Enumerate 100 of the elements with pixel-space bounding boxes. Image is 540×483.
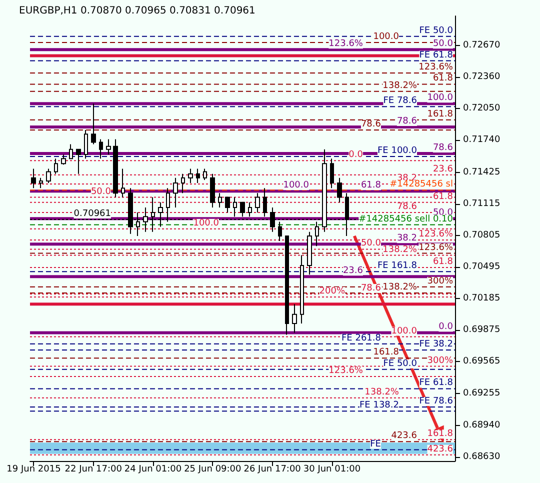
y-tick-label: 0.69875 bbox=[463, 325, 500, 336]
annotation: FE 261.8 bbox=[342, 333, 382, 344]
candlestick bbox=[196, 168, 200, 184]
annotation: 123.6% bbox=[418, 242, 454, 253]
annotation: 78.6 bbox=[360, 284, 382, 294]
annotation: 61.8 bbox=[432, 192, 454, 202]
annotation: FE 138.2 bbox=[360, 400, 399, 411]
annotation: 123.6% bbox=[418, 62, 454, 73]
x-tick-label: 24 Jun 01:00 bbox=[124, 464, 182, 474]
candlestick bbox=[61, 154, 66, 166]
candlestick bbox=[99, 138, 103, 160]
candlestick bbox=[39, 177, 43, 189]
x-tick-label: 19 Jun 2015 bbox=[6, 464, 61, 474]
candlestick bbox=[91, 103, 96, 145]
annotation: 100.0 bbox=[193, 218, 220, 228]
candlestick bbox=[210, 173, 215, 208]
y-tick-label: 0.69565 bbox=[463, 356, 500, 367]
y-tick-label: 0.72670 bbox=[463, 40, 500, 51]
y-tick-label: 0.72050 bbox=[463, 104, 500, 114]
annotation: 423.6 bbox=[391, 431, 418, 442]
annotation: 161.8 bbox=[373, 348, 400, 358]
candlestick bbox=[240, 202, 245, 218]
annotation: 138.2% bbox=[382, 282, 418, 292]
candlestick bbox=[285, 235, 289, 336]
annotation: 300% bbox=[427, 276, 454, 286]
annotation: 78.6 bbox=[396, 202, 418, 212]
annotation: 23.6 bbox=[432, 164, 454, 174]
annotation: 78.6 bbox=[432, 142, 454, 153]
candlestick bbox=[181, 173, 185, 194]
annotation: 78.6 bbox=[396, 116, 418, 126]
annotation: 300% bbox=[427, 356, 454, 366]
candlestick bbox=[225, 196, 230, 214]
annotation: 0.0 bbox=[438, 322, 454, 332]
y-tick-label: 0.70495 bbox=[463, 262, 500, 272]
candlestick bbox=[337, 177, 342, 203]
candlestick bbox=[315, 221, 319, 247]
candlestick bbox=[233, 196, 237, 218]
y-tick-label: 0.71115 bbox=[463, 198, 500, 209]
candlestick bbox=[300, 254, 304, 324]
y-tick-label: 0.70805 bbox=[463, 230, 500, 240]
candlestick bbox=[307, 231, 312, 276]
annotation: FE 161.8 bbox=[378, 261, 418, 272]
candlestick bbox=[218, 192, 222, 208]
annotation: 38.2 bbox=[396, 234, 417, 244]
annotation: FE bbox=[370, 439, 382, 450]
candlestick bbox=[173, 177, 178, 208]
candlestick bbox=[263, 188, 267, 218]
y-tick-label: 0.70185 bbox=[463, 294, 500, 304]
ref-line-label: #14285456 sl bbox=[390, 180, 453, 190]
candlestick bbox=[330, 158, 334, 189]
ref-line-label: 0.70961 bbox=[74, 209, 111, 220]
annotation: FE 38.2 bbox=[419, 340, 453, 350]
candlestick bbox=[292, 304, 297, 334]
candlestick bbox=[248, 202, 252, 218]
annotation: 61.8 bbox=[360, 180, 382, 191]
annotation: 138.2% bbox=[382, 80, 418, 91]
x-tick-label: 25 Jun 09:00 bbox=[184, 464, 242, 474]
candlestick bbox=[121, 168, 125, 198]
annotation: 50.0 bbox=[360, 238, 382, 249]
annotation: 100.0 bbox=[391, 326, 418, 336]
annotation: 0.0 bbox=[348, 150, 364, 160]
candlestick bbox=[84, 130, 88, 160]
candlestick bbox=[46, 168, 51, 184]
annotation: FE 100.0 bbox=[378, 146, 418, 156]
chart-title: EURGBP,H1 0.70870 0.70965 0.70831 0.70961 bbox=[19, 6, 256, 16]
annotation: 138.2% bbox=[364, 387, 400, 398]
annotation: 123.6% bbox=[328, 39, 364, 50]
annotation: FE 50.0 bbox=[383, 358, 418, 369]
annotation: 50.0 bbox=[432, 39, 454, 50]
annotation: FE 61.8 bbox=[419, 50, 454, 60]
candlestick bbox=[113, 138, 118, 198]
candlestick bbox=[31, 168, 36, 189]
candlestick bbox=[69, 144, 73, 160]
annotation: FE 78.6 bbox=[383, 96, 418, 106]
annotation: 423.6 bbox=[427, 444, 454, 454]
annotation: 61.8 bbox=[432, 74, 454, 84]
annotation: 100.0 bbox=[427, 93, 454, 104]
y-tick-label: 0.68630 bbox=[463, 452, 500, 462]
x-tick-label: 30 Jun 01:00 bbox=[303, 464, 361, 474]
annotation: 61.8 bbox=[432, 257, 454, 268]
y-tick-label: 0.72360 bbox=[463, 72, 500, 82]
candlestick bbox=[255, 192, 260, 214]
annotation: 123.6% bbox=[418, 230, 454, 240]
annotation: 50.0 bbox=[90, 186, 112, 197]
candlestick bbox=[76, 148, 81, 174]
ref-line-label: #14285456 sell 0.10 bbox=[358, 214, 454, 224]
annotation: FE 78.6 bbox=[419, 396, 454, 407]
annotation: 23.6 bbox=[342, 266, 364, 276]
annotation: 78.6 bbox=[360, 120, 382, 130]
annotation: 100.0 bbox=[373, 32, 400, 42]
candlestick bbox=[54, 158, 58, 174]
candlestick bbox=[106, 138, 111, 155]
y-tick-label: 0.68940 bbox=[463, 420, 500, 430]
annotation: 200% bbox=[319, 286, 346, 297]
annotation: 161.8 bbox=[427, 429, 454, 440]
annotation: 100.0 bbox=[283, 180, 310, 191]
y-tick-label: 0.69255 bbox=[463, 388, 500, 398]
annotation: FE 61.8 bbox=[419, 378, 454, 388]
x-tick-label: 22 Jun 17:00 bbox=[64, 464, 122, 474]
annotation: FE 50.0 bbox=[419, 26, 454, 36]
